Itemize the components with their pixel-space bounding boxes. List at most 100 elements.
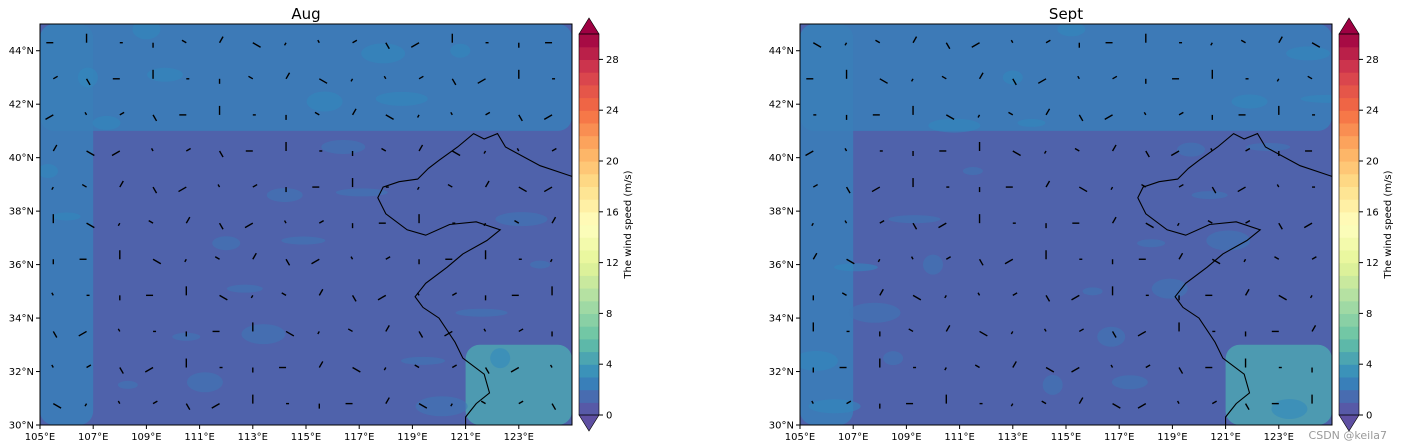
wind-arrow: [1008, 111, 1014, 116]
wind-arrow: [318, 288, 324, 296]
colorbar-segment: [1339, 173, 1359, 187]
colorbar-segment: [579, 84, 599, 99]
wind-arrow: [1071, 366, 1080, 373]
wind-arrow: [543, 114, 553, 120]
wind-arrow: [385, 42, 390, 50]
colorbar-segment: [1339, 275, 1359, 289]
x-tick-label: 105°E: [25, 432, 55, 443]
wind-arrow: [1012, 78, 1017, 86]
wind-arrow: [1045, 294, 1051, 302]
wind-patch: [1111, 375, 1148, 390]
wind-arrow: [352, 39, 358, 44]
x-tick-label: 117°E: [344, 432, 374, 443]
wind-patch: [883, 351, 904, 366]
wind-arrow: [846, 400, 852, 405]
wind-arrow: [314, 111, 320, 116]
wind-arrow: [285, 330, 295, 337]
wind-patch: [375, 91, 428, 106]
y-tick-label: 36°N: [9, 260, 34, 271]
wind-arrow: [351, 108, 357, 116]
wind-arrow: [978, 258, 984, 266]
wind-arrow: [910, 78, 914, 82]
wind-band-1: [40, 24, 94, 425]
colorbar-segment: [1339, 224, 1359, 238]
wind-arrow: [912, 36, 918, 44]
wind-arrow: [1010, 403, 1014, 407]
wind-arrow: [1010, 331, 1014, 335]
wind-arrow: [812, 252, 818, 260]
wind-arrow: [1311, 325, 1317, 332]
wind-arrow: [484, 180, 490, 188]
wind-arrow: [484, 367, 490, 374]
colorbar-segment: [1339, 326, 1359, 340]
y-tick-label: 34°N: [769, 314, 794, 325]
wind-arrow: [945, 325, 951, 332]
colorbar-tick-label: 20: [1366, 157, 1379, 168]
wind-patch: [401, 356, 446, 365]
wind-patch: [1286, 46, 1331, 61]
colorbar-segment: [1339, 402, 1359, 416]
colorbar-segment: [579, 237, 599, 251]
wind-patch: [361, 43, 406, 64]
chart-title: Aug: [291, 5, 320, 23]
wind-patch: [335, 188, 388, 197]
wind-patch: [241, 324, 286, 345]
wind-arrow: [52, 75, 58, 80]
wind-arrow: [385, 325, 390, 332]
panel-sept: Sept 105°E 107°E 109°E 111°E 113°E 115°E 117°E 1…: [769, 5, 1394, 443]
wind-arrow: [551, 147, 557, 152]
wind-arrow: [351, 294, 357, 302]
wind-arrow: [451, 78, 457, 86]
x-tick-label: 123°E: [1264, 432, 1294, 443]
wind-arrow: [451, 150, 461, 157]
colorbar-segment: [1339, 288, 1359, 302]
wind-arrow: [1303, 222, 1313, 229]
chart-title: Sept: [1049, 5, 1083, 23]
colorbar-tick-label: 0: [606, 411, 612, 422]
wind-arrow: [119, 111, 125, 116]
x-tick-label: 121°E: [450, 432, 480, 443]
wind-arrow: [1111, 144, 1117, 152]
wind-arrow: [1010, 39, 1014, 44]
wind-arrow: [184, 258, 187, 263]
wind-arrow: [871, 186, 881, 193]
colorbar-extend-min: [578, 414, 600, 432]
colorbar-segment: [1339, 84, 1359, 99]
wind-patch: [40, 164, 58, 179]
y-tick-label: 32°N: [769, 367, 794, 378]
colorbar-segment: [579, 338, 599, 353]
y-tick-label: 38°N: [9, 207, 34, 218]
wind-arrow: [1311, 256, 1317, 260]
wind-arrow: [1077, 75, 1080, 80]
wind-arrow: [1078, 114, 1084, 122]
colorbar-segment: [1339, 46, 1359, 60]
wind-arrow: [1045, 108, 1051, 116]
wind-arrow: [85, 78, 91, 86]
wind-patch: [1097, 326, 1126, 347]
wind-arrow: [1110, 186, 1114, 191]
wind-arrow: [418, 75, 424, 80]
colorbar: 0 4 8 12 16 20 24 28 The wind speed (m/s): [1338, 17, 1394, 432]
wind-arrow: [879, 220, 885, 224]
wind-arrow: [1211, 258, 1221, 265]
wind-arrow: [352, 366, 361, 373]
colorbar-segment: [1339, 161, 1359, 175]
wind-arrow: [450, 111, 453, 116]
wind-arrow: [1243, 258, 1247, 263]
wind-arrow: [1111, 216, 1117, 224]
wind-arrow: [912, 294, 922, 301]
wind-arrow: [811, 222, 814, 227]
wind-arrow: [84, 403, 88, 407]
wind-arrow: [152, 186, 158, 194]
wind-arrow: [912, 222, 918, 230]
wind-arrow: [1245, 220, 1251, 224]
wind-vectors: [805, 33, 1321, 411]
wind-arrow: [1137, 330, 1147, 337]
colorbar-segment: [1339, 313, 1359, 327]
panel-aug: Aug 105°E 107°E 109°E 111°E 113°E 115°E 117°E 11…: [9, 5, 634, 443]
colorbar-tick-label: 28: [606, 55, 619, 66]
wind-arrow: [252, 42, 261, 48]
colorbar-segment: [579, 376, 599, 391]
y-tick-label: 34°N: [9, 314, 34, 325]
colorbar-segment: [579, 161, 599, 175]
